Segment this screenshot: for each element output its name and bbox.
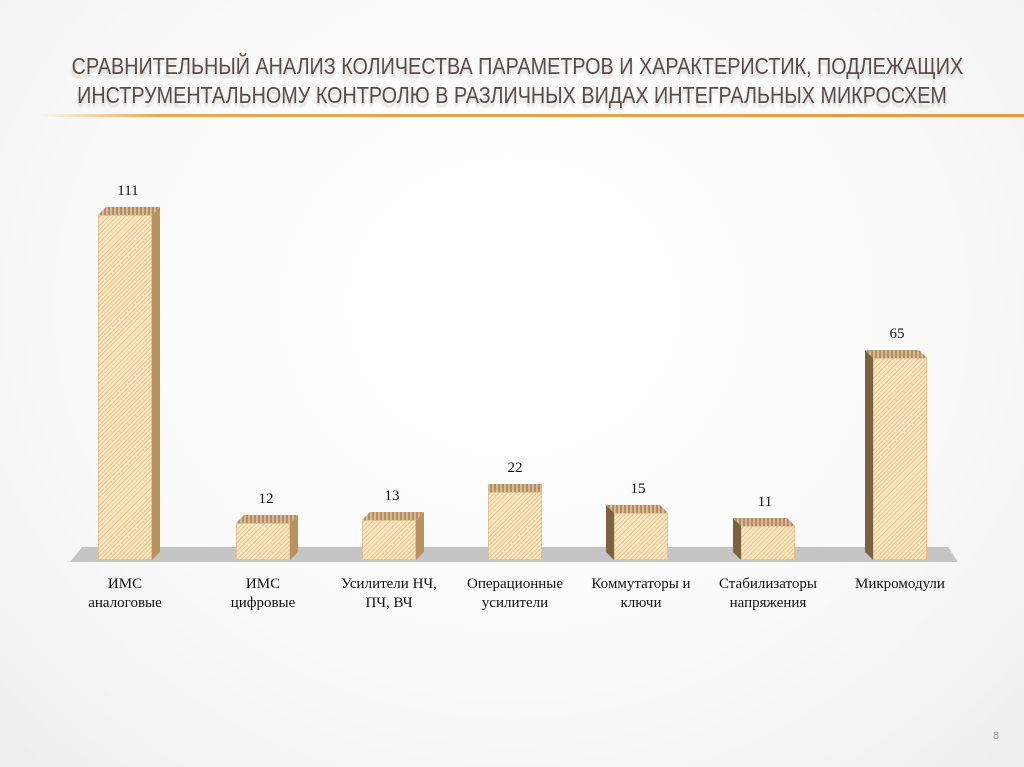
bar-front-face (236, 523, 290, 560)
bar-front-face (98, 215, 152, 560)
bar-top-face (488, 484, 542, 492)
bar-side-face (416, 512, 424, 560)
bar-top-face (362, 512, 424, 520)
category-label-line: цифровые (230, 595, 296, 611)
bar-front-face (614, 513, 668, 560)
slide-title: СРАВНИТЕЛЬНЫЙ АНАЛИЗ КОЛИЧЕСТВА ПАРАМЕТР… (71, 52, 964, 110)
category-label-line: аналоговые (88, 595, 162, 611)
category-label: Коммутаторы и ключи (576, 575, 706, 613)
bar-top-face (865, 350, 927, 358)
category-label: Стабилизаторы напряжения (703, 575, 833, 613)
bar-top-face (733, 518, 795, 526)
category-label: ИМС цифровые (198, 575, 328, 613)
category-label: ИМС аналоговые (60, 575, 190, 613)
bar-value-label: 15 (630, 481, 646, 497)
bar-top-face (236, 515, 298, 523)
category-label: Операционные усилители (450, 575, 580, 613)
category-label-line: Операционные (466, 576, 564, 592)
category-label: Микромодули (835, 575, 965, 613)
category-label-line: ПЧ, ВЧ (365, 595, 413, 611)
bar-value-label: 11 (757, 494, 773, 510)
bar-side-face (733, 518, 741, 560)
category-label-line: Стабилизаторы (718, 576, 817, 592)
bar-side-face (606, 505, 614, 560)
category-label-line: ИМС (107, 576, 143, 592)
category-label-line: усилители (481, 595, 549, 611)
bar-top-face (606, 505, 668, 513)
bar-top-face (98, 207, 160, 215)
title-underline (40, 114, 1024, 117)
category-label-line: ИМС (245, 576, 281, 592)
category-label-line: Микромодули (855, 576, 945, 592)
category-label-line: ключи (620, 595, 662, 611)
page-number: 8 (993, 730, 1000, 742)
title-line-2: ИНСТРУМЕНТАЛЬНОМУ КОНТРОЛЮ В РАЗЛИЧНЫХ В… (77, 82, 947, 108)
bar-front-face (873, 358, 927, 560)
category-label-line (835, 594, 965, 613)
category-label-line: напряжения (729, 595, 807, 611)
category-label: Усилители НЧ, ПЧ, ВЧ (324, 575, 454, 613)
bar-side-face (865, 350, 873, 560)
bar-value-label: 22 (507, 460, 523, 476)
category-label-line: Усилители НЧ, (341, 576, 437, 592)
title-line-1: СРАВНИТЕЛЬНЫЙ АНАЛИЗ КОЛИЧЕСТВА ПАРАМЕТР… (71, 53, 964, 79)
category-label-line: Коммутаторы и (591, 576, 691, 592)
bar-side-face (152, 207, 160, 560)
bar-front-face (488, 492, 542, 560)
bar-front-face (741, 526, 795, 560)
bar-side-face (290, 515, 298, 560)
bar-front-face (362, 520, 416, 560)
bar-value-label: 12 (258, 491, 274, 507)
bar-value-label: 65 (889, 326, 905, 342)
bar-value-label: 111 (117, 183, 139, 199)
bar-value-label: 13 (384, 488, 400, 504)
